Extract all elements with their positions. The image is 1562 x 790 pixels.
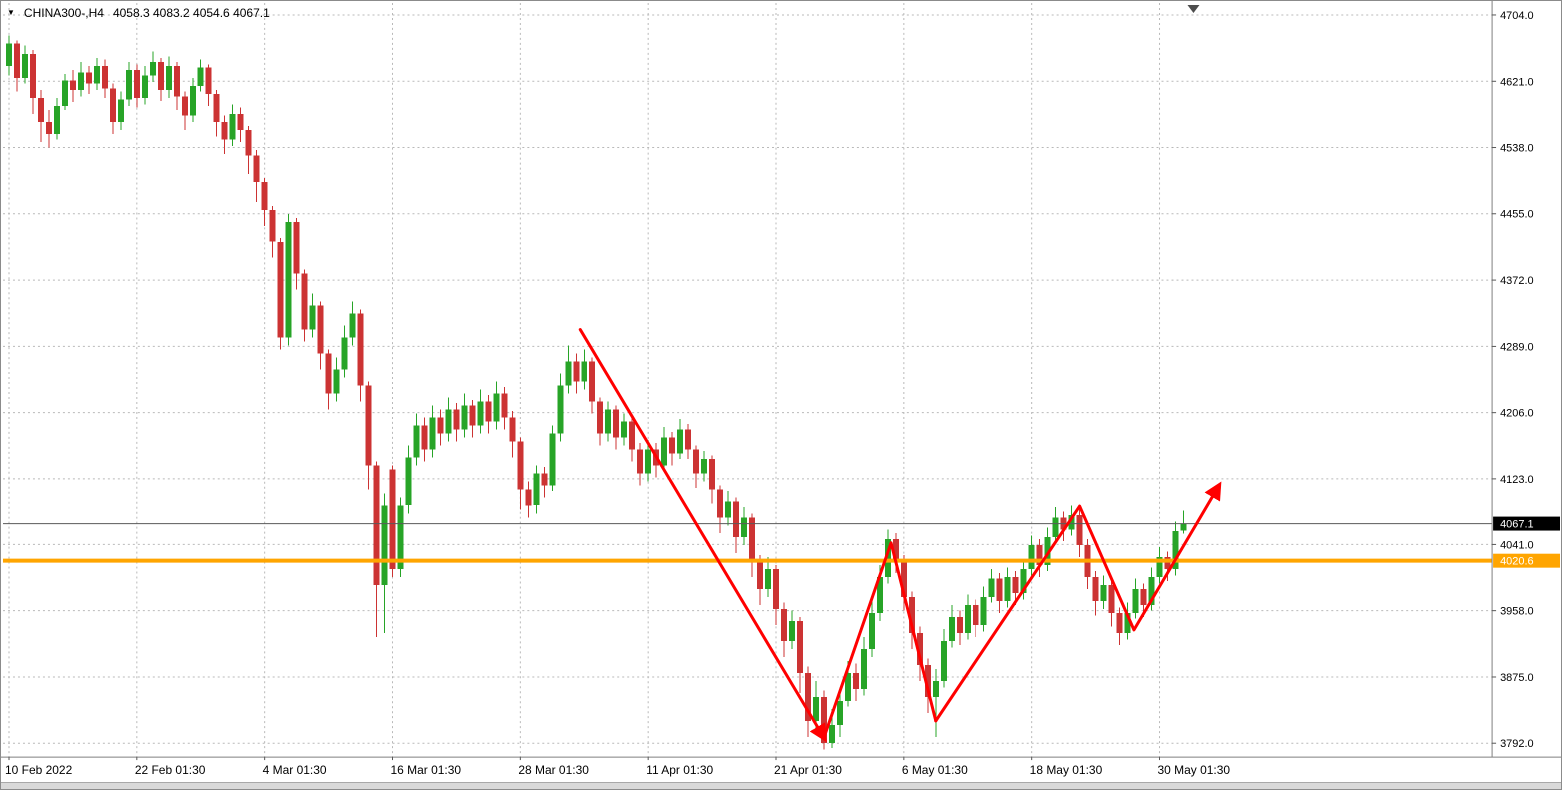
svg-text:30 May 01:30: 30 May 01:30	[1158, 763, 1231, 777]
svg-text:3875.0: 3875.0	[1500, 672, 1534, 684]
svg-text:18 May 01:30: 18 May 01:30	[1030, 763, 1103, 777]
price-axis[interactable]	[1492, 1, 1561, 757]
ohlc-values: 4058.3 4083.2 4054.6 4067.1	[112, 6, 270, 20]
svg-text:4123.0: 4123.0	[1500, 474, 1534, 486]
svg-text:22 Feb 01:30: 22 Feb 01:30	[135, 763, 206, 777]
svg-text:4538.0: 4538.0	[1500, 143, 1534, 155]
svg-text:3792.0: 3792.0	[1500, 738, 1534, 750]
svg-text:28 Mar 01:30: 28 Mar 01:30	[518, 763, 589, 777]
svg-text:4372.0: 4372.0	[1500, 275, 1534, 287]
hline-price-badge: 4020.6	[1493, 553, 1561, 568]
svg-text:3958.0: 3958.0	[1500, 606, 1534, 618]
svg-text:4621.0: 4621.0	[1500, 76, 1534, 88]
svg-text:4289.0: 4289.0	[1500, 341, 1534, 353]
symbol-timeframe-label: CHINA300-,H4	[23, 6, 104, 20]
svg-text:10 Feb 2022: 10 Feb 2022	[5, 763, 73, 777]
svg-text:4 Mar 01:30: 4 Mar 01:30	[263, 763, 327, 777]
svg-text:6 May 01:30: 6 May 01:30	[902, 763, 968, 777]
svg-text:4206.0: 4206.0	[1500, 408, 1534, 420]
chart-shift-marker[interactable]	[1187, 4, 1200, 13]
trend-arrow[interactable]	[578, 328, 827, 743]
svg-text:16 Mar 01:30: 16 Mar 01:30	[391, 763, 462, 777]
horizontal-scrollbar[interactable]	[1, 782, 1561, 789]
trend-arrows-layer[interactable]	[578, 328, 1222, 743]
current-price-badge: 4067.1	[1493, 516, 1561, 531]
svg-text:4020.6: 4020.6	[1500, 556, 1534, 568]
symbol-marker-icon: ▼	[7, 8, 15, 17]
time-axis-labels: 10 Feb 2022 22 Feb 01:30 4 Mar 01:30 16 Mar…	[5, 757, 1230, 777]
price-axis-labels: 4704.0 4621.0 4538.0 4455.0 4372.0 4289.0 4206…	[1492, 10, 1534, 750]
svg-text:21 Apr 01:30: 21 Apr 01:30	[774, 763, 842, 777]
svg-text:4041.0: 4041.0	[1500, 539, 1534, 551]
svg-text:4704.0: 4704.0	[1500, 10, 1534, 22]
trend-arrow[interactable]	[934, 481, 1222, 723]
svg-text:4067.1: 4067.1	[1500, 519, 1534, 531]
svg-text:4455.0: 4455.0	[1500, 209, 1534, 221]
svg-text:11 Apr 01:30: 11 Apr 01:30	[646, 763, 713, 777]
trend-arrow[interactable]	[822, 541, 938, 740]
chart-title: ▼ CHINA300-,H4 4058.3 4083.2 4054.6 4067…	[7, 6, 270, 20]
